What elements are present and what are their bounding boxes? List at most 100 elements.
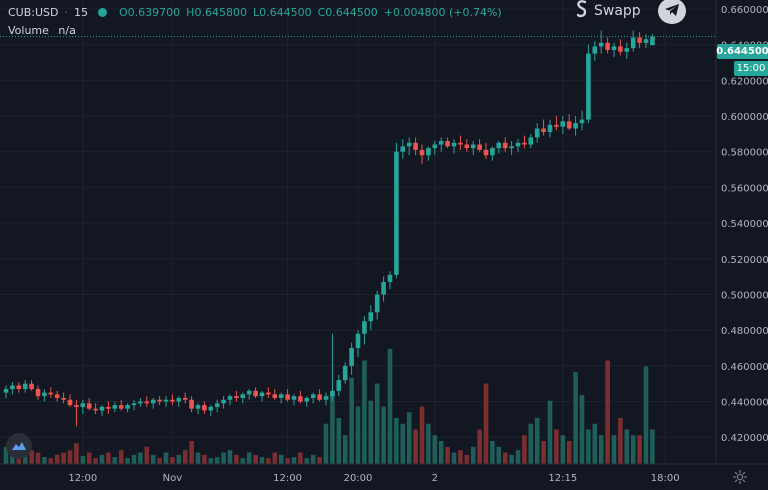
candle-body: [470, 144, 476, 149]
volume-bar: [3, 446, 9, 464]
volume-bar: [445, 446, 450, 464]
volume-bar: [515, 450, 521, 464]
volume-bar: [138, 452, 143, 464]
candle-body: [611, 46, 617, 50]
candle-body: [150, 399, 156, 404]
swapp-brand[interactable]: Swapp: [576, 0, 641, 22]
volume-bar: [611, 435, 617, 464]
volume-bar: [310, 454, 316, 464]
candle-body: [528, 137, 534, 145]
candle-body: [490, 148, 495, 156]
volume-bar: [355, 406, 361, 464]
volume-histogram: [3, 349, 655, 464]
price-tick-label: 0.500000: [721, 290, 768, 301]
candle-body: [374, 294, 380, 313]
volume-bar: [323, 423, 329, 464]
candle-body: [547, 124, 553, 133]
candle-body: [195, 405, 201, 409]
volume-bar: [195, 452, 201, 464]
volume-bar: [259, 457, 265, 464]
volume-bar: [496, 446, 502, 464]
candle-body: [170, 399, 175, 402]
volume-bar: [502, 452, 508, 464]
volume-bar: [163, 452, 169, 464]
time-tick-label: 2: [432, 473, 438, 484]
volume-bar: [419, 406, 425, 464]
candle-body: [3, 389, 9, 393]
candlestick-series: [3, 30, 655, 427]
candle-body: [227, 396, 233, 400]
volume-bar: [342, 435, 348, 464]
candle-body: [138, 401, 143, 404]
candle-body: [246, 390, 252, 395]
price-tick-label: 0.480000: [721, 326, 768, 337]
volume-bar: [304, 458, 310, 464]
volume-bar: [291, 457, 297, 464]
candle-body: [394, 151, 399, 275]
volume-bar: [426, 423, 431, 464]
volume-bar: [528, 423, 534, 464]
candle-body: [106, 406, 111, 409]
price-tick-label: 0.660000: [721, 5, 768, 16]
candle-body: [579, 119, 585, 124]
candle-body: [291, 396, 297, 400]
candle-body: [310, 394, 316, 398]
volume-bar: [106, 452, 111, 464]
volume-bar: [10, 452, 15, 464]
volume-bar: [16, 458, 22, 464]
volume-bar: [566, 441, 572, 464]
volume-bar: [182, 450, 188, 464]
candle-body: [80, 403, 86, 407]
gear-icon[interactable]: [730, 467, 750, 487]
volume-bar: [253, 454, 258, 464]
candle-body: [240, 394, 246, 398]
volume-bar: [451, 452, 457, 464]
time-tick-label: 20:00: [344, 473, 373, 484]
candle-body: [381, 281, 386, 295]
volume-bar: [637, 435, 642, 464]
volume-bar: [317, 457, 322, 464]
volume-bar: [93, 458, 98, 464]
volume-bar: [586, 429, 591, 464]
candle-body: [541, 128, 546, 133]
candle-body: [522, 142, 527, 145]
candle-body: [208, 406, 214, 411]
candle-body: [426, 148, 431, 156]
volume-bar: [298, 452, 303, 464]
volume-value: n/a: [58, 24, 76, 37]
candle-body: [16, 385, 22, 390]
tradingview-logo-icon[interactable]: [6, 433, 32, 459]
volume-bar: [483, 383, 489, 464]
price-axis[interactable]: 0.6600000.6400000.6200000.6000000.580000…: [721, 5, 768, 444]
candle-body: [624, 48, 630, 52]
candle-body: [93, 408, 98, 411]
time-tick-label: Nov: [163, 473, 183, 484]
candle-body: [144, 401, 150, 404]
volume-bar: [227, 450, 233, 464]
volume-bar: [240, 458, 246, 464]
candle-body: [54, 394, 60, 398]
interval-label[interactable]: 15: [74, 5, 88, 19]
candle-body: [458, 142, 463, 145]
volume-bar: [490, 441, 495, 464]
volume-bar: [112, 457, 118, 464]
candle-body: [125, 405, 130, 409]
candle-body: [202, 405, 207, 411]
candle-body: [618, 46, 623, 52]
telegram-button[interactable]: [658, 0, 686, 24]
swapp-name: Swapp: [594, 3, 641, 19]
candle-body: [413, 142, 418, 150]
volume-bar: [330, 395, 335, 464]
candle-body: [534, 128, 540, 138]
candle-body: [554, 124, 559, 127]
volume-bar: [432, 435, 438, 464]
time-axis[interactable]: 12:00 Nov 12:00 20:00 2 12:15 18:00: [68, 473, 679, 484]
time-tick-label: 18:00: [651, 473, 680, 484]
volume-bar: [54, 454, 60, 464]
symbol-label[interactable]: CUB:USD: [8, 5, 59, 19]
volume-bar: [362, 360, 367, 464]
volume-bar: [534, 418, 540, 464]
candle-body: [323, 396, 329, 400]
volume-bar: [477, 429, 482, 464]
